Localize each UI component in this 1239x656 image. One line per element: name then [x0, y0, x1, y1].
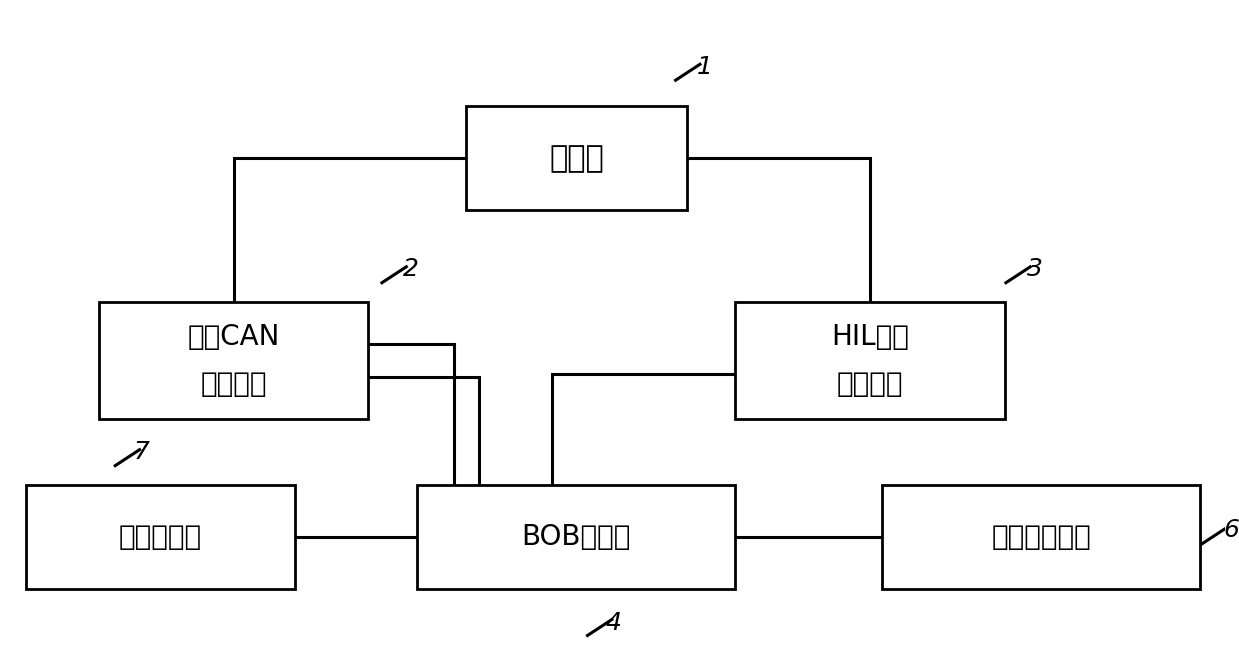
Text: 6: 6 [1223, 518, 1239, 543]
Text: 4: 4 [605, 611, 621, 635]
Text: 2: 2 [404, 257, 419, 281]
Text: 7: 7 [134, 440, 150, 464]
FancyBboxPatch shape [99, 302, 368, 419]
Text: 3: 3 [1027, 257, 1043, 281]
Text: 电子控制单元: 电子控制单元 [991, 523, 1092, 551]
FancyBboxPatch shape [466, 106, 686, 211]
Text: 1: 1 [698, 54, 712, 79]
Text: HIL信号: HIL信号 [831, 323, 909, 351]
Text: 第一CAN: 第一CAN [187, 323, 280, 351]
Text: 通讯模块: 通讯模块 [201, 370, 268, 398]
FancyBboxPatch shape [736, 302, 1005, 419]
FancyBboxPatch shape [26, 485, 295, 589]
Text: 整车用电器: 整车用电器 [119, 523, 202, 551]
Text: 上位机: 上位机 [549, 144, 603, 173]
Text: 输出模块: 输出模块 [836, 370, 903, 398]
FancyBboxPatch shape [882, 485, 1201, 589]
Text: BOB控制器: BOB控制器 [522, 523, 631, 551]
FancyBboxPatch shape [418, 485, 736, 589]
